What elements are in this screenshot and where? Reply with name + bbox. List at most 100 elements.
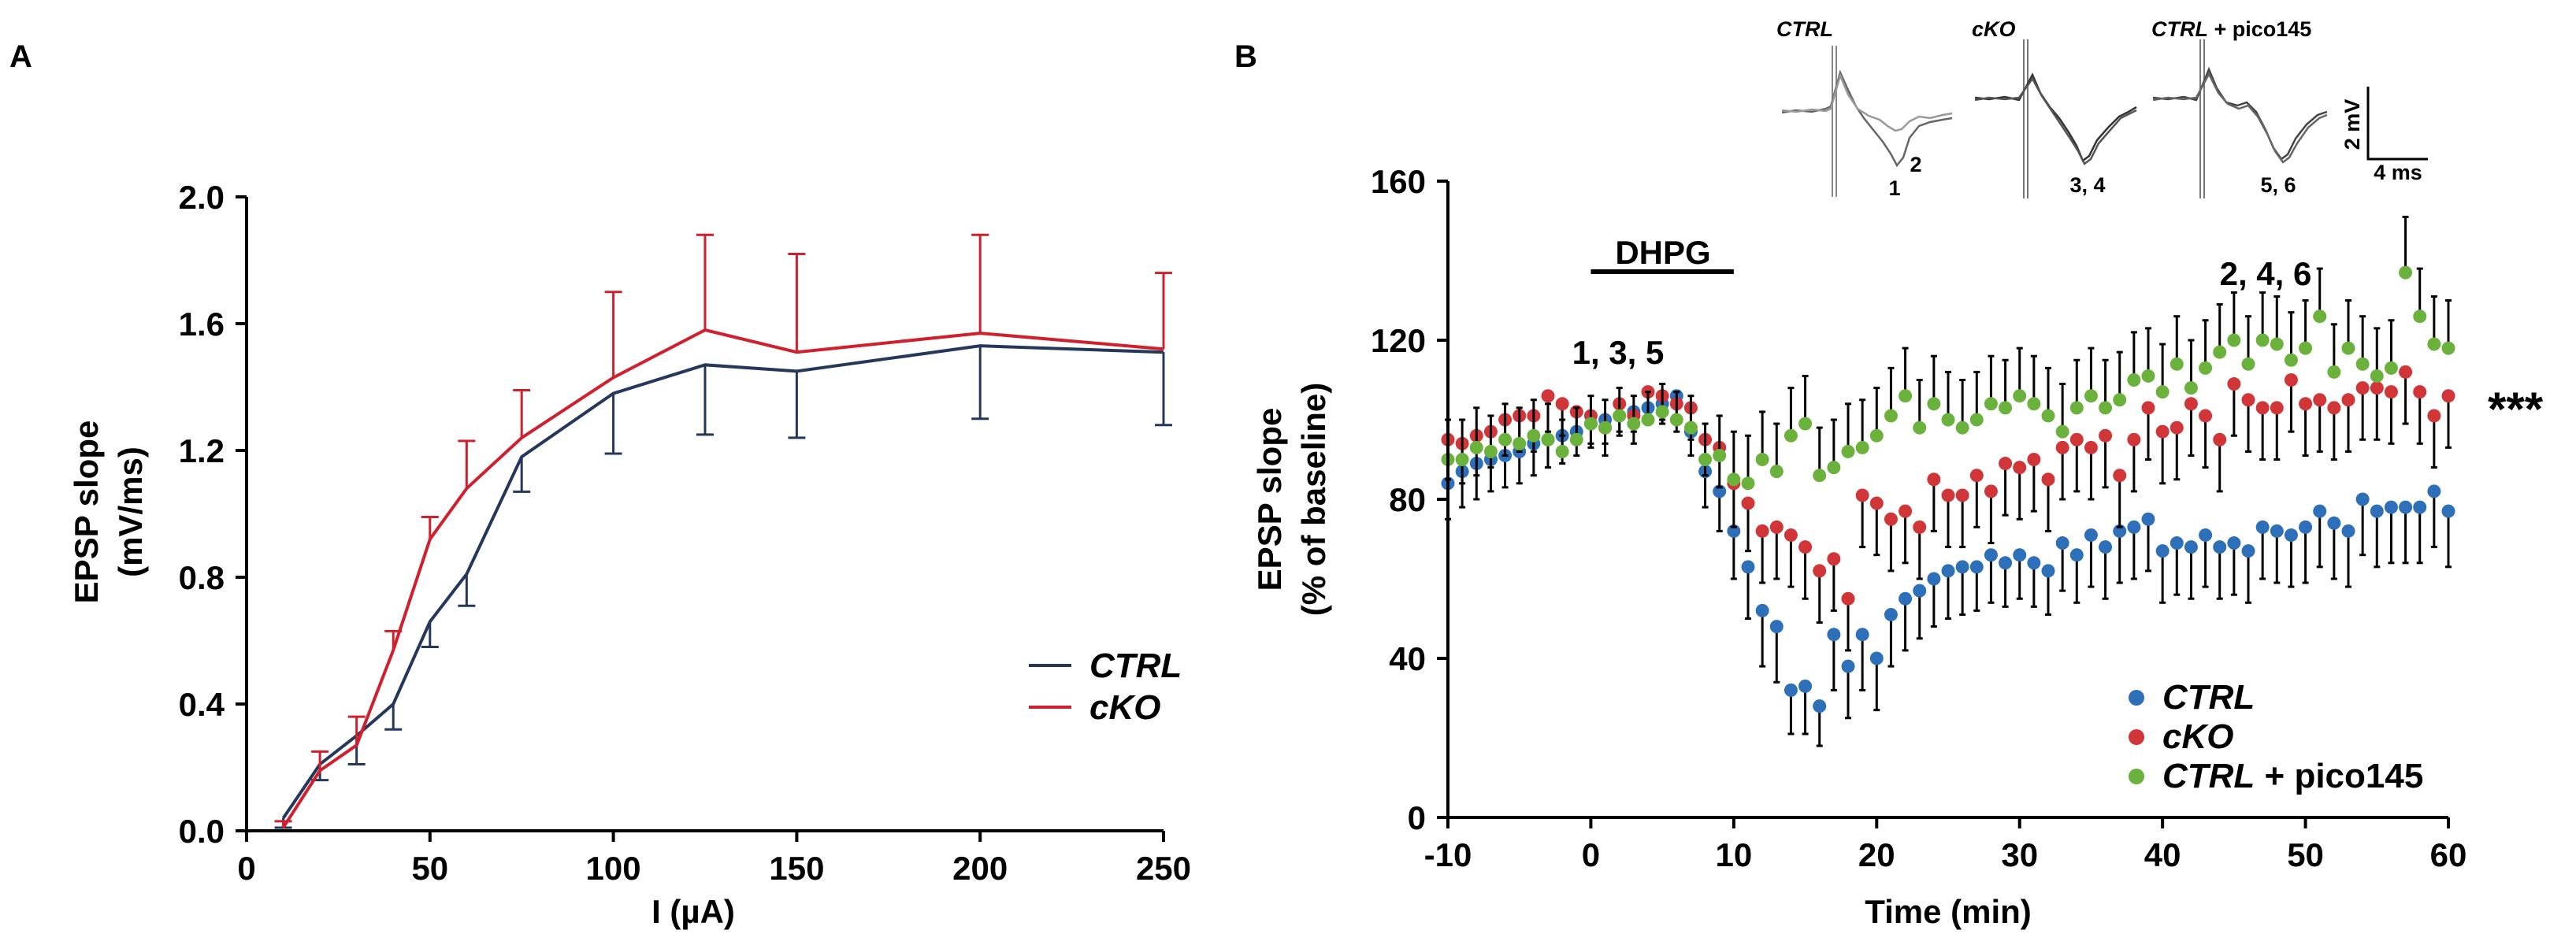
chart-b-legend-label-pico145: CTRL + pico145: [2162, 757, 2423, 795]
chart-b-point-ctrl: [2069, 548, 2084, 562]
chart-b-point-ctrl: [2299, 520, 2313, 534]
chart-b-legend-pico-italic: CTRL: [2162, 757, 2255, 795]
chart-b-point-pico145: [1541, 432, 1555, 447]
chart-a-point-ctrl: [429, 621, 431, 622]
chart-b-legend-ctrl-italic: CTRL: [2162, 678, 2255, 717]
chart-a-series-cko: [274, 233, 1172, 829]
chart-a-point-cko: [979, 332, 981, 334]
chart-b-point-pico145: [2199, 361, 2213, 375]
chart-b-point-cko: [2384, 385, 2398, 399]
chart-b-point-cko: [2184, 397, 2198, 411]
inset-label-cko: cKO: [1972, 17, 2016, 41]
chart-b-x-ticks: -10 0 10 20 30 40 50 60: [1424, 817, 2467, 873]
chart-b-point-cko: [2141, 401, 2155, 415]
chart-b-point-ctrl: [2284, 528, 2298, 542]
chart-a-point-cko: [356, 744, 358, 746]
chart-b-point-cko: [2413, 385, 2427, 399]
chart-b-legend-label-cko: cKO: [2162, 717, 2233, 756]
chart-b-point-ctrl: [1755, 603, 1769, 617]
chart-b-point-cko: [1984, 484, 1998, 498]
y-tick-label: 1.6: [179, 306, 225, 343]
chart-b-point-pico145: [1641, 413, 1655, 427]
x-tick-label: 0: [1582, 836, 1600, 873]
chart-a-legend-label-ctrl: CTRL: [1089, 647, 1182, 685]
chart-a-point-cko: [283, 827, 284, 828]
chart-b-point-pico145: [1913, 421, 1927, 435]
chart-b-point-pico145: [1613, 409, 1627, 423]
inset-trace-pico145: 5, 6: [2152, 39, 2328, 198]
chart-b-y-ticks: 0 40 80 120 160: [1371, 163, 1448, 836]
chart-b-point-pico145: [1727, 472, 1741, 487]
chart-b-series-pico145: [1441, 215, 2455, 491]
chart-b-point-cko: [2241, 393, 2255, 407]
chart-b-point-pico145: [2084, 389, 2098, 403]
chart-a-point-cko: [319, 770, 321, 772]
chart-a-y-label-line2: (mV/ms): [112, 447, 149, 577]
chart-a-y-ticks: 0.0 0.4 0.8 1.2 1.6 2.0: [179, 179, 247, 850]
chart-b-point-cko: [1884, 512, 1898, 526]
chart-a-y-label-line1: EPSP slope: [68, 421, 105, 604]
chart-b-point-pico145: [1569, 432, 1583, 447]
chart-b-point-ctrl: [1798, 679, 1813, 693]
chart-b-point-cko: [2213, 432, 2227, 447]
chart-b-point-ctrl: [2227, 536, 2241, 550]
chart-b-point-ctrl: [1827, 628, 1841, 642]
chart-b-point-pico145: [1598, 421, 1613, 435]
y-tick-label: 2.0: [179, 179, 225, 216]
chart-b-point-ctrl: [2055, 536, 2069, 550]
significance-stars: ***: [2488, 383, 2544, 435]
panel-b-letter: B: [1234, 39, 1257, 74]
chart-b-point-pico145: [2327, 365, 2341, 379]
x-tick-label: 100: [586, 850, 641, 887]
chart-b-point-ctrl: [1984, 548, 1998, 562]
chart-b-point-pico145: [2384, 361, 2398, 375]
x-tick-label: -10: [1424, 836, 1472, 873]
chart-b-point-pico145: [2341, 341, 2355, 355]
dhpg-label: DHPG: [1615, 234, 1710, 271]
inset-trace-number-3-4: 3, 4: [2069, 173, 2105, 197]
chart-b-point-cko: [1927, 472, 1941, 487]
chart-b-point-cko: [1869, 496, 1884, 510]
chart-b-point-ctrl: [2041, 564, 2055, 578]
chart-b-point-pico145: [1955, 421, 1969, 435]
chart-b-point-cko: [1855, 488, 1869, 502]
chart-b-point-pico145: [2370, 369, 2384, 383]
annotation-baseline-timepoints: 1, 3, 5: [1572, 334, 1665, 371]
chart-b-point-pico145: [1655, 405, 1669, 419]
chart-b-point-cko: [1813, 564, 1827, 578]
chart-b-legend-marker-pico145: [2129, 769, 2144, 784]
chart-b-point-pico145: [2141, 369, 2155, 383]
chart-b-point-cko: [1999, 457, 2013, 471]
chart-b-point-ctrl: [2413, 500, 2427, 514]
chart-b-point-pico145: [1583, 417, 1598, 431]
chart-b-point-pico145: [2127, 373, 2141, 387]
chart-b-point-pico145: [1841, 444, 1855, 458]
chart-b-point-pico145: [2227, 333, 2241, 347]
chart-a-legend: CTRL cKO: [1029, 647, 1182, 727]
x-tick-label: 250: [1136, 850, 1191, 887]
chart-b-point-pico145: [1941, 413, 1955, 427]
chart-b-point-cko: [1769, 520, 1784, 534]
chart-a-x-label: I (µA): [651, 893, 735, 930]
chart-b-point-pico145: [1455, 453, 1469, 466]
chart-b-point-pico145: [1683, 421, 1698, 435]
chart-b-point-cko: [2427, 409, 2441, 423]
chart-b-point-ctrl: [1969, 560, 1984, 574]
chart-b-point-pico145: [1513, 436, 1527, 450]
chart-b-point-cko: [1913, 520, 1927, 534]
chart-b-point-pico145: [2041, 409, 2055, 423]
chart-b-point-cko: [2155, 424, 2170, 439]
chart-b-point-ctrl: [2099, 540, 2113, 554]
chart-b-legend-cko-italic: cKO: [2162, 717, 2233, 756]
chart-b-legend-marker-ctrl: [2129, 690, 2144, 706]
chart-b-point-cko: [2370, 381, 2384, 395]
chart-b-point-ctrl: [2270, 524, 2284, 538]
chart-b-point-ctrl: [1913, 584, 1927, 598]
chart-b-point-pico145: [2027, 397, 2041, 411]
chart-b-point-ctrl: [1784, 683, 1798, 697]
chart-b-point-pico145: [2299, 341, 2313, 355]
y-tick-label: 0.0: [179, 813, 225, 850]
chart-a-x-ticks: 0 50 100 150 200 250: [237, 831, 1191, 887]
chart-b-point-cko: [2341, 393, 2355, 407]
